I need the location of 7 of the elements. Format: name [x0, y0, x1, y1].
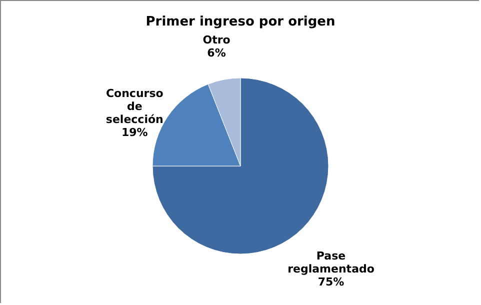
slice-label: Concurso de selección — [106, 87, 164, 126]
slice-label: Otro — [202, 33, 231, 46]
data-label: 75% — [318, 276, 344, 289]
data-label: 19% — [121, 126, 148, 140]
chart-title: Primer ingreso por origen — [146, 14, 336, 30]
data-label: 6% — [207, 46, 226, 60]
slice-label: Pase reglamentado — [288, 250, 375, 276]
